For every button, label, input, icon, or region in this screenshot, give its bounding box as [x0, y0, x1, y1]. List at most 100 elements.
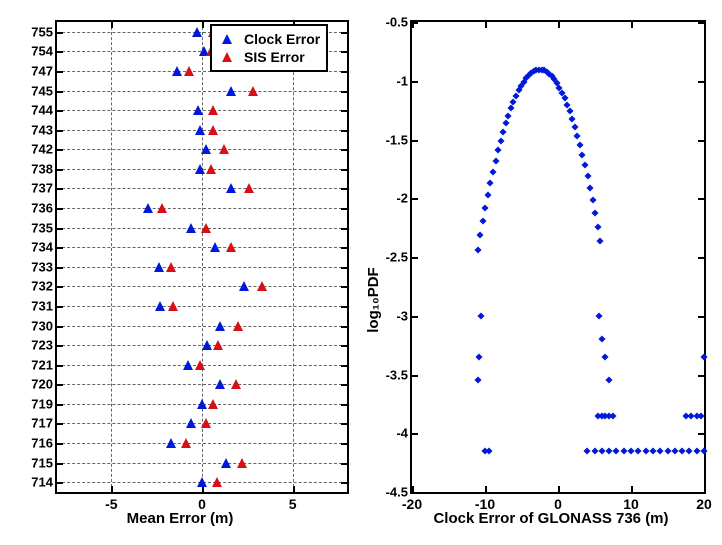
pdf-point	[502, 120, 509, 127]
gridline	[111, 22, 112, 492]
pdf-point	[482, 204, 489, 211]
sis-error-marker	[231, 379, 241, 389]
left-panel: -505755754747745744743742738737736735734…	[10, 10, 350, 535]
pdf-point	[700, 447, 707, 454]
pdf-point	[594, 223, 601, 230]
pdf-point	[576, 141, 583, 148]
right-ylabel: log₁₀PDF	[365, 267, 382, 332]
ytick-label: 735	[31, 220, 53, 235]
pdf-point	[597, 238, 604, 245]
ytick-label: 734	[31, 240, 53, 255]
clock-error-marker	[155, 301, 165, 311]
sis-error-marker	[195, 360, 205, 370]
pdf-point	[700, 353, 707, 360]
sis-error-marker	[219, 144, 229, 154]
pdf-point	[606, 377, 613, 384]
clock-error-marker	[183, 360, 193, 370]
pdf-point	[591, 447, 598, 454]
sis-error-marker	[181, 438, 191, 448]
pdf-point	[581, 162, 588, 169]
triangle-icon	[218, 34, 236, 44]
triangle-icon	[218, 52, 236, 62]
sis-error-marker	[206, 164, 216, 174]
ytick-label: 736	[31, 201, 53, 216]
clock-error-marker	[195, 125, 205, 135]
clock-error-marker	[186, 223, 196, 233]
ytick-label: 721	[31, 357, 53, 372]
pdf-point	[584, 447, 591, 454]
pdf-point	[613, 447, 620, 454]
clock-error-marker	[192, 27, 202, 37]
legend-sis-label: SIS Error	[244, 49, 305, 65]
gridline	[57, 384, 347, 385]
sis-error-marker	[157, 203, 167, 213]
sis-error-marker	[208, 105, 218, 115]
sis-error-marker	[226, 242, 236, 252]
ytick-label: 747	[31, 63, 53, 78]
pdf-point	[566, 108, 573, 115]
legend-row-sis: SIS Error	[218, 48, 320, 66]
pdf-point	[476, 353, 483, 360]
ytick-label: 733	[31, 259, 53, 274]
ytick-label: -0.5	[386, 15, 408, 30]
ytick-label: 730	[31, 318, 53, 333]
ytick-label: 716	[31, 436, 53, 451]
sis-error-marker	[212, 477, 222, 487]
pdf-point	[569, 115, 576, 122]
pdf-point	[657, 447, 664, 454]
pdf-point	[620, 447, 627, 454]
clock-error-marker	[172, 66, 182, 76]
clock-error-marker	[143, 203, 153, 213]
pdf-point	[598, 336, 605, 343]
gridline	[57, 188, 347, 189]
pdf-point	[595, 312, 602, 319]
ytick-label: 737	[31, 181, 53, 196]
sis-error-marker	[248, 86, 258, 96]
ytick-label: -3	[396, 308, 408, 323]
sis-error-marker	[233, 321, 243, 331]
gridline	[57, 91, 347, 92]
ytick-label: -2.5	[386, 250, 408, 265]
sis-error-marker	[208, 125, 218, 135]
sis-error-marker	[213, 340, 223, 350]
gridline	[57, 306, 347, 307]
sis-error-marker	[208, 399, 218, 409]
gridline	[57, 247, 347, 248]
clock-error-marker	[215, 321, 225, 331]
pdf-point	[693, 447, 700, 454]
pdf-point	[587, 185, 594, 192]
pdf-point	[664, 447, 671, 454]
left-xlabel: Mean Error (m)	[10, 510, 350, 527]
gridline	[57, 463, 347, 464]
pdf-point	[474, 246, 481, 253]
pdf-point	[479, 218, 486, 225]
ytick-label: 714	[31, 475, 53, 490]
clock-error-marker	[154, 262, 164, 272]
pdf-point	[477, 231, 484, 238]
sis-error-marker	[201, 223, 211, 233]
pdf-point	[478, 312, 485, 319]
pdf-point	[487, 179, 494, 186]
pdf-point	[500, 128, 507, 135]
ytick-label: -3.5	[386, 367, 408, 382]
clock-error-marker	[197, 477, 207, 487]
pdf-point	[584, 173, 591, 180]
gridline	[57, 326, 347, 327]
right-xlabel: Clock Error of GLONASS 736 (m)	[390, 510, 712, 527]
clock-error-marker	[221, 458, 231, 468]
ytick-label: -4.5	[386, 485, 408, 500]
pdf-point	[671, 447, 678, 454]
ytick-label: -1.5	[386, 132, 408, 147]
ytick-label: 745	[31, 83, 53, 98]
ytick-label: 755	[31, 24, 53, 39]
pdf-point	[635, 447, 642, 454]
ytick-label: 732	[31, 279, 53, 294]
right-panel: -20-1001020-4.5-4-3.5-3-2.5-2-1.5-1-0.5 …	[350, 10, 712, 535]
clock-error-marker	[186, 418, 196, 428]
ytick-label: 742	[31, 142, 53, 157]
pdf-point	[592, 210, 599, 217]
left-plot-area: -505755754747745744743742738737736735734…	[55, 20, 349, 494]
ytick-label: 720	[31, 377, 53, 392]
pdf-point	[579, 151, 586, 158]
gridline	[57, 286, 347, 287]
